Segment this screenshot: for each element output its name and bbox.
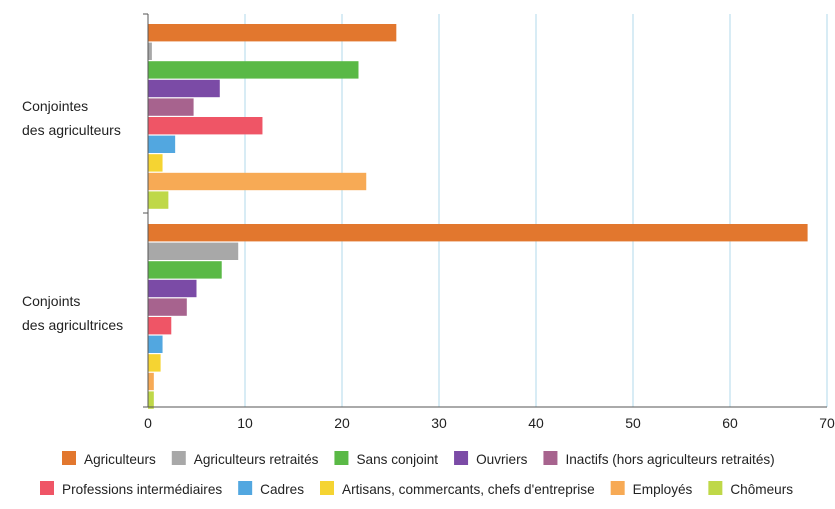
x-tick-label: 30 bbox=[431, 415, 447, 431]
bar bbox=[148, 135, 176, 153]
legend-swatch bbox=[454, 451, 469, 465]
bar bbox=[148, 224, 808, 242]
category-label: des agriculteurs bbox=[22, 122, 121, 138]
legend-label: Artisans, commercants, chefs d'entrepris… bbox=[342, 482, 595, 497]
legend-label: Professions intermédiaires bbox=[62, 482, 222, 497]
legend-swatch bbox=[320, 481, 334, 495]
bar bbox=[148, 391, 154, 409]
x-tick-label: 40 bbox=[528, 415, 544, 431]
bar bbox=[148, 372, 154, 391]
legend-swatch bbox=[543, 451, 558, 465]
legend-swatch bbox=[708, 481, 723, 495]
legend-swatch bbox=[62, 451, 76, 465]
x-tick-label: 20 bbox=[334, 415, 350, 431]
bar bbox=[148, 154, 163, 172]
bar bbox=[148, 191, 169, 209]
legend-label: Sans conjoint bbox=[356, 452, 438, 467]
bar bbox=[148, 279, 197, 298]
legend-label: Agriculteurs bbox=[84, 452, 156, 467]
category-label: Conjoints bbox=[22, 293, 80, 309]
legend-label: Cadres bbox=[260, 482, 304, 497]
x-tick-label: 70 bbox=[819, 415, 835, 431]
legend-label: Chômeurs bbox=[730, 482, 793, 497]
legend-label: Ouvriers bbox=[476, 452, 528, 467]
x-tick-label: 50 bbox=[625, 415, 641, 431]
bar bbox=[148, 117, 263, 135]
category-label: Conjointes bbox=[22, 98, 88, 114]
bar bbox=[148, 24, 397, 42]
x-tick-label: 60 bbox=[722, 415, 738, 431]
bar bbox=[148, 42, 152, 60]
bar bbox=[148, 98, 194, 116]
bar bbox=[148, 79, 220, 98]
bar bbox=[148, 242, 239, 260]
bar bbox=[148, 298, 187, 316]
legend-swatch bbox=[171, 451, 186, 465]
legend-label: Inactifs (hors agriculteurs retraités) bbox=[565, 452, 774, 467]
legend-swatch bbox=[238, 481, 253, 495]
bar bbox=[148, 261, 222, 279]
legend-swatch bbox=[40, 481, 54, 495]
legend-label: Employés bbox=[633, 482, 693, 497]
bar bbox=[148, 172, 367, 191]
bar bbox=[148, 61, 359, 79]
legend-swatch bbox=[610, 481, 625, 495]
legend-swatch bbox=[334, 451, 349, 465]
legend-label: Agriculteurs retraités bbox=[194, 452, 319, 467]
x-tick-label: 10 bbox=[237, 415, 253, 431]
bar bbox=[148, 354, 161, 372]
category-label: des agricultrices bbox=[22, 317, 123, 333]
bar bbox=[148, 317, 172, 335]
bar bbox=[148, 335, 163, 353]
x-tick-label: 0 bbox=[144, 415, 152, 431]
